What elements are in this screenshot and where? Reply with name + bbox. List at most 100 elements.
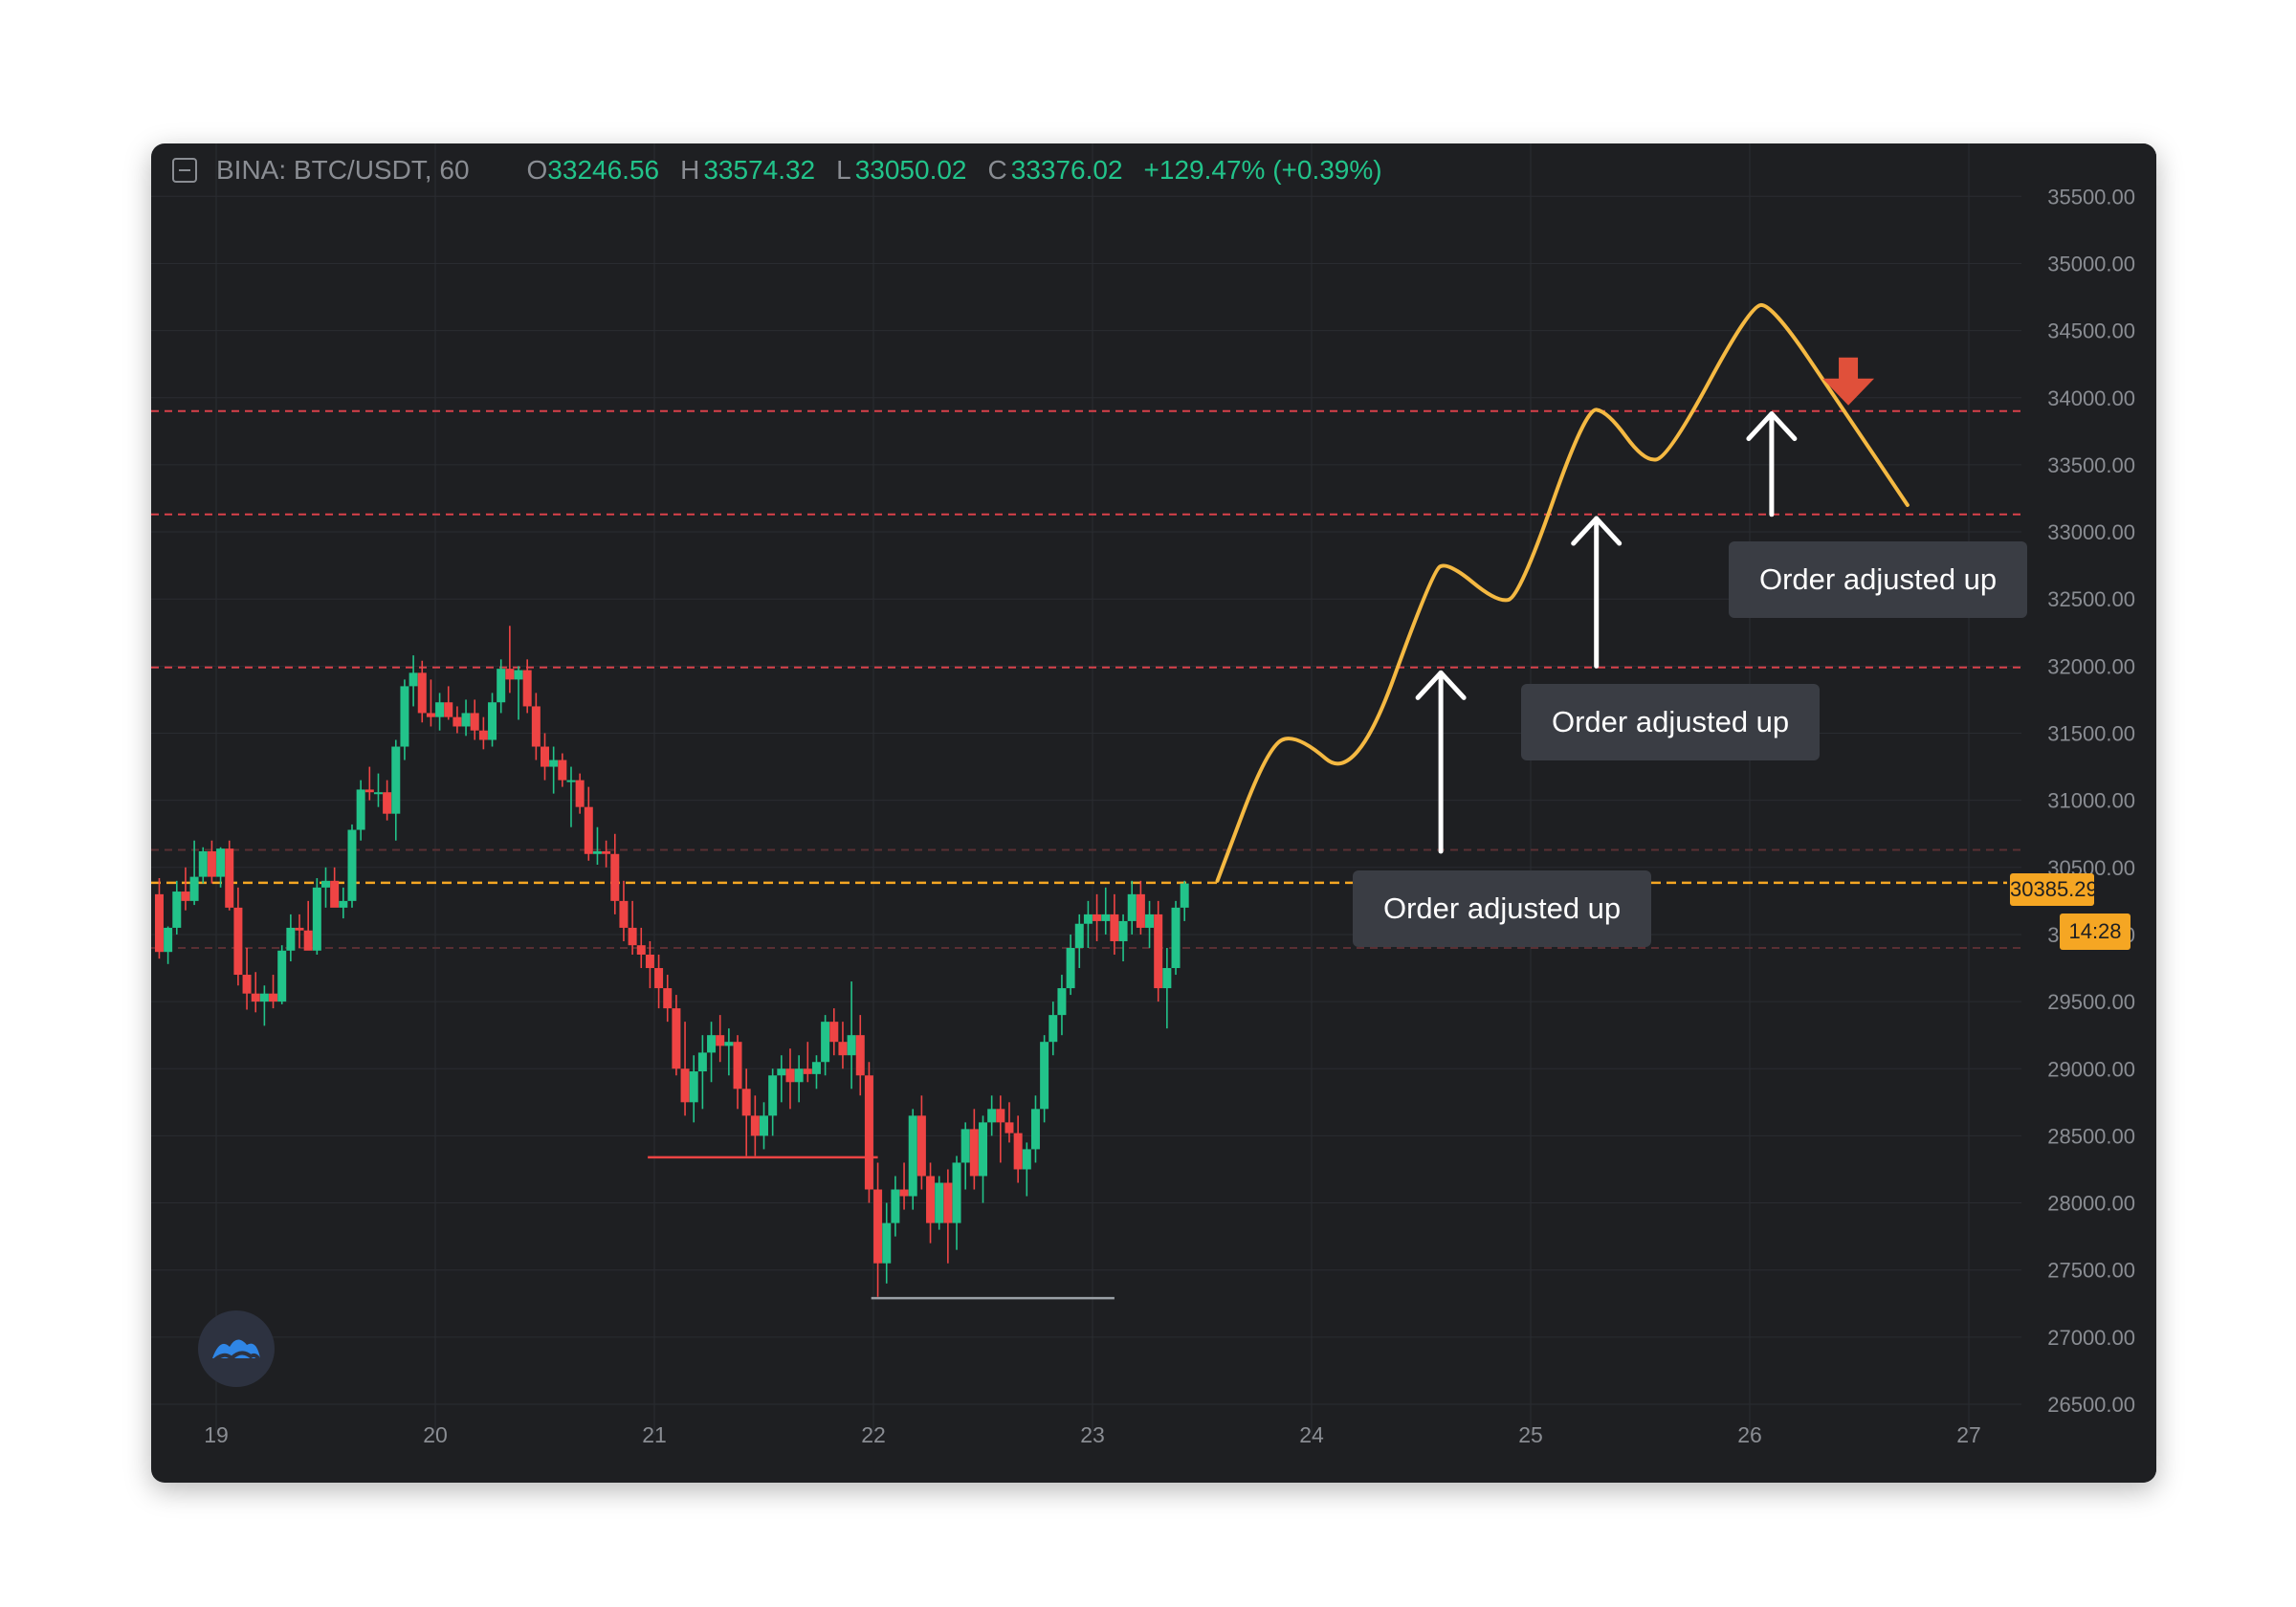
- candle-body: [1118, 920, 1128, 941]
- candle-body: [707, 1035, 717, 1053]
- price-axis-bg: [2021, 143, 2156, 1483]
- minus-square-icon[interactable]: [172, 158, 197, 183]
- candle-body: [216, 848, 226, 877]
- candle-body: [1030, 1109, 1040, 1150]
- candle-body: [558, 759, 567, 781]
- candle-body: [444, 702, 453, 717]
- countdown-tag: 14:28: [2060, 914, 2130, 950]
- candle-body: [987, 1109, 997, 1123]
- high-value: 33574.32: [703, 155, 816, 185]
- candle-body: [1154, 914, 1163, 989]
- forecast-path: [1215, 302, 1910, 883]
- candle-body: [750, 1115, 760, 1136]
- chart-header: BINA: BTC/USDT, 60 O 33246.56 H 33574.32…: [151, 143, 1382, 197]
- symbol-label[interactable]: BINA: BTC/USDT, 60: [216, 155, 470, 185]
- candle-body: [760, 1115, 768, 1136]
- candle-body: [592, 850, 602, 854]
- candle-body: [541, 746, 549, 767]
- y-tick-label: 34000.00: [2047, 386, 2135, 410]
- y-tick-label: 34500.00: [2047, 319, 2135, 343]
- chart-panel[interactable]: 35500.00 35000.00 34500.00 34000.00 33500.00…: [151, 143, 2156, 1483]
- change-value: +129.47% (+0.39%): [1143, 155, 1382, 185]
- low-key: L: [836, 155, 851, 185]
- candle-body: [356, 789, 365, 830]
- candle-body: [891, 1189, 900, 1223]
- cloud-logo-icon[interactable]: [198, 1310, 275, 1387]
- candle-body: [663, 988, 673, 1009]
- y-tick-label: 31000.00: [2047, 789, 2135, 813]
- candle-body: [1074, 923, 1084, 948]
- y-tick-label: 32000.00: [2047, 654, 2135, 678]
- candle-body: [383, 792, 392, 814]
- candle-body: [1145, 914, 1155, 928]
- x-tick-label: 26: [1737, 1422, 1762, 1447]
- candle-body: [207, 850, 216, 877]
- y-tick-label: 35000.00: [2047, 252, 2135, 275]
- candle-body: [680, 1068, 690, 1103]
- close-key: C: [987, 155, 1007, 185]
- candle-body: [979, 1122, 987, 1177]
- x-tick-label: 19: [204, 1422, 229, 1447]
- candle-body: [716, 1035, 725, 1046]
- candle-body: [478, 730, 488, 740]
- candle-body: [225, 848, 234, 908]
- candle-body: [654, 968, 664, 989]
- y-tick-label: 32500.00: [2047, 587, 2135, 611]
- candle-body: [602, 850, 611, 854]
- y-tick-label: 28000.00: [2047, 1192, 2135, 1216]
- candle-body: [882, 1222, 892, 1264]
- candle-body: [408, 672, 418, 687]
- chart-canvas[interactable]: 35500.00 35000.00 34500.00 34000.00 33500.00…: [151, 143, 2156, 1483]
- y-tick-label: 33500.00: [2047, 453, 2135, 477]
- candle-body: [259, 993, 269, 1002]
- annotation-label: Order adjusted up: [1353, 870, 1652, 947]
- y-tick-label: 29000.00: [2047, 1057, 2135, 1081]
- candle-body: [303, 930, 313, 951]
- candle-body: [514, 670, 523, 680]
- candle-body: [873, 1189, 883, 1264]
- candle-body: [935, 1182, 944, 1223]
- candle-body: [1101, 914, 1111, 921]
- candle-body: [312, 887, 321, 951]
- candle-body: [838, 1042, 848, 1056]
- x-tick-label: 22: [861, 1422, 886, 1447]
- candle-body: [610, 853, 620, 901]
- candle-body: [1136, 893, 1145, 928]
- up-arrow-icon: [1746, 411, 1798, 442]
- y-tick-label: 33000.00: [2047, 520, 2135, 544]
- candle-body: [233, 907, 243, 976]
- candle-body: [391, 746, 401, 814]
- candle-body: [864, 1075, 873, 1190]
- candle-body: [855, 1035, 865, 1076]
- x-tick-label: 27: [1956, 1422, 1981, 1447]
- candle-body: [400, 686, 409, 747]
- candle-body: [154, 893, 164, 953]
- candle-body: [811, 1062, 821, 1074]
- y-tick-label: 35500.00: [2047, 185, 2135, 209]
- candle-body: [741, 1089, 751, 1116]
- annotation-label: Order adjusted up: [1521, 684, 1821, 760]
- candle-body: [768, 1075, 778, 1116]
- candle-body: [996, 1109, 1005, 1123]
- candle-body: [198, 850, 208, 877]
- candle-body: [689, 1071, 698, 1103]
- candle-body: [321, 880, 330, 888]
- close-value: 33376.02: [1010, 155, 1123, 185]
- candle-body: [181, 892, 190, 901]
- candle-body: [1022, 1149, 1031, 1170]
- candle-body: [584, 806, 593, 854]
- candle-body: [636, 945, 646, 955]
- y-tick-label: 29500.00: [2047, 990, 2135, 1014]
- candle-body: [847, 1035, 856, 1056]
- candle-body: [295, 927, 304, 931]
- candle-body: [1171, 907, 1181, 969]
- candle-body: [777, 1068, 786, 1076]
- annotation-label: Order adjusted up: [1729, 541, 2028, 618]
- candle-body: [286, 927, 296, 951]
- candle-body: [426, 713, 435, 717]
- horizontal-levels: [151, 409, 2021, 1300]
- candle-body: [1004, 1122, 1014, 1134]
- candle-body: [943, 1182, 953, 1223]
- candle-body: [575, 780, 585, 807]
- candle-body: [549, 759, 559, 767]
